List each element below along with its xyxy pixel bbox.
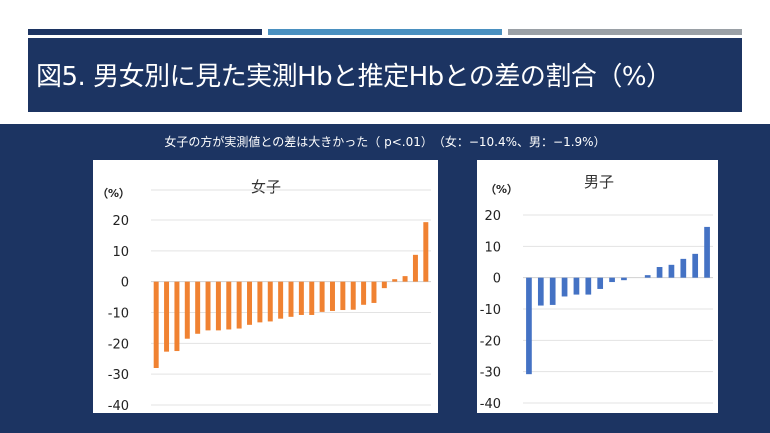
bar-19 bbox=[340, 281, 346, 311]
bar-4 bbox=[184, 281, 190, 339]
y-tick-label: 10 bbox=[112, 245, 129, 260]
y-tick-label: -10 bbox=[480, 303, 501, 318]
bar-20 bbox=[350, 281, 356, 310]
bar-14 bbox=[288, 281, 294, 317]
top-stripe-blue bbox=[268, 29, 502, 35]
bar-10 bbox=[247, 281, 253, 325]
female-chart: 女子 （%） 20 10 0 -10 -20 -30 -40 bbox=[93, 160, 438, 414]
bar-26 bbox=[412, 254, 418, 282]
bar-22 bbox=[371, 281, 377, 303]
bar-3 bbox=[174, 281, 180, 352]
title-banner: 図5. 男女別に見た実測Hbと推定Hbとの差の割合（%） bbox=[28, 38, 742, 112]
bar-21 bbox=[361, 281, 367, 305]
bar-2 bbox=[164, 281, 170, 352]
bar-16 bbox=[704, 226, 710, 278]
y-tick-label: -40 bbox=[108, 399, 129, 413]
chart-title: 男子 bbox=[584, 173, 614, 191]
bar-8 bbox=[609, 277, 615, 283]
bar-7 bbox=[215, 281, 221, 331]
bar-5 bbox=[573, 277, 580, 295]
bar-7 bbox=[597, 277, 604, 289]
bar-15 bbox=[298, 281, 304, 315]
bar-14 bbox=[680, 258, 687, 278]
bar-27 bbox=[423, 222, 429, 282]
y-tick-label: 0 bbox=[121, 276, 129, 291]
bar-8 bbox=[226, 281, 232, 330]
top-stripe-navy bbox=[28, 29, 262, 35]
bar-17 bbox=[319, 281, 325, 312]
bar-25 bbox=[402, 276, 408, 282]
top-stripe-gray bbox=[508, 29, 742, 35]
chart-title: 女子 bbox=[251, 178, 281, 196]
y-tick-label: 10 bbox=[484, 240, 501, 255]
y-tick-label: -20 bbox=[108, 337, 129, 352]
y-tick-label: -10 bbox=[108, 307, 129, 322]
slide-subtitle: 女子の方が実測値との差は大きかった（ p<.01） （女：−10.4%、男：−1… bbox=[164, 135, 606, 149]
bar-11 bbox=[644, 275, 651, 278]
bar-15 bbox=[692, 253, 699, 278]
bar-11 bbox=[257, 281, 263, 323]
bar-13 bbox=[668, 264, 675, 278]
bar-2 bbox=[537, 277, 544, 306]
bar-6 bbox=[205, 281, 211, 331]
bar-3 bbox=[549, 277, 556, 305]
male-chart: 男子 （%） 20 10 0 -10 -20 -30 -40 bbox=[477, 160, 718, 413]
bar-5 bbox=[195, 281, 201, 334]
bar-18 bbox=[329, 281, 335, 311]
y-axis-unit-label: （%） bbox=[485, 183, 518, 196]
bar-13 bbox=[278, 281, 284, 319]
y-tick-label: 20 bbox=[112, 214, 129, 229]
bar-1 bbox=[526, 277, 532, 375]
bar-12 bbox=[267, 281, 273, 322]
bar-4 bbox=[561, 277, 568, 297]
bar-23 bbox=[381, 281, 387, 289]
bar-16 bbox=[309, 281, 315, 315]
bar-12 bbox=[656, 267, 663, 278]
y-axis-unit-label: （%） bbox=[97, 187, 130, 200]
female-chart-svg: 女子 （%） 20 10 0 -10 -20 -30 -40 bbox=[97, 178, 431, 414]
bar-9 bbox=[621, 277, 627, 281]
male-chart-svg: 男子 （%） 20 10 0 -10 -20 -30 -40 bbox=[480, 173, 713, 412]
y-tick-label: -30 bbox=[108, 368, 129, 383]
y-tick-label: -20 bbox=[480, 334, 501, 349]
bar-24 bbox=[392, 279, 398, 282]
bar-9 bbox=[236, 281, 242, 329]
y-tick-label: 0 bbox=[493, 272, 501, 287]
slide-title: 図5. 男女別に見た実測Hbと推定Hbとの差の割合（%） bbox=[36, 62, 672, 92]
bar-1 bbox=[153, 281, 159, 368]
y-tick-label: -40 bbox=[480, 397, 501, 412]
bar-6 bbox=[585, 277, 592, 295]
y-tick-label: -30 bbox=[480, 366, 501, 381]
y-tick-label: 20 bbox=[484, 209, 501, 224]
